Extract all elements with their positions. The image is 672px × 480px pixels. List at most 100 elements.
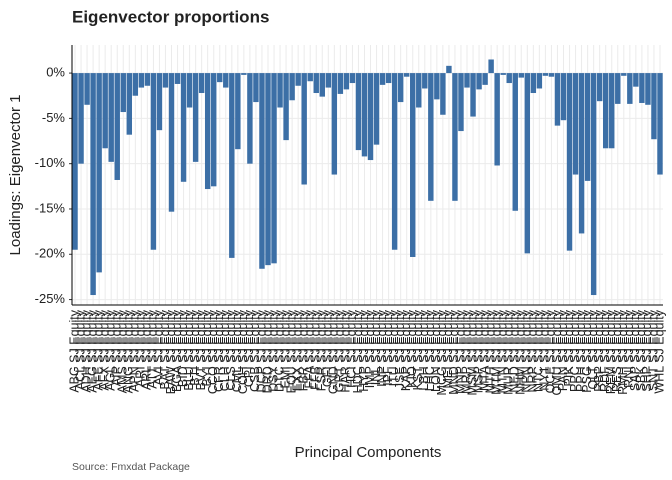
bar: [319, 73, 325, 97]
bar: [361, 73, 368, 157]
x-tick-label: IPF SJ Equity: [381, 309, 395, 385]
bar: [90, 73, 96, 296]
x-tick-label: RNI SJ Equity: [622, 309, 636, 388]
bar: [307, 73, 313, 82]
x-tick-label: BAW SJ Equity: [164, 309, 178, 394]
x-tick-label: EXX SJ Equity: [290, 309, 304, 391]
bar: [506, 73, 512, 84]
bar: [428, 73, 434, 201]
caption: Source: Fmxdat Package: [72, 461, 190, 473]
x-tick-label: AIP SJ Equity: [110, 309, 124, 386]
bar: [271, 73, 277, 264]
x-tick-label: RDF SJ Equity: [598, 309, 612, 392]
x-tick-label: NY1 SJ Equity: [538, 309, 552, 390]
x-tick-label: CCO SJ Equity: [206, 309, 220, 394]
x-tick-label: APN SJ Equity: [128, 309, 142, 392]
x-tick-label: BTI SJ Equity: [188, 309, 202, 385]
bar: [609, 73, 615, 149]
x-tick-label: FFB SJ Equity: [309, 309, 323, 390]
bar: [639, 73, 645, 103]
x-tick-label: CLH SJ Equity: [218, 309, 232, 391]
bar: [241, 73, 247, 75]
y-tick-label: -15%: [35, 200, 66, 215]
x-tick-label: GFI SJ Equity: [321, 309, 335, 387]
bar: [651, 73, 657, 140]
bar: [403, 73, 410, 77]
bar: [373, 73, 380, 145]
x-tick-label: AMS SJ Equity: [116, 309, 130, 393]
x-tick-label: NHM SJ Equity: [514, 309, 528, 394]
x-tick-label: NRP SJ Equity: [526, 309, 540, 392]
x-tick-label: MSP SJ Equity: [471, 309, 485, 393]
x-tick-label: BAT SJ Equity: [158, 309, 172, 389]
bar: [168, 73, 175, 212]
bar: [162, 73, 169, 88]
x-tick-label: MCG SJ Equity: [435, 309, 449, 395]
bar: [84, 73, 90, 105]
bar: [536, 73, 543, 89]
x-tick-label: IMP SJ Equity: [363, 309, 377, 388]
bar: [379, 73, 386, 85]
x-tick-label: MTH SJ Equity: [483, 309, 497, 393]
x-tick-label: KST SJ Equity: [411, 309, 425, 390]
x-tick-label: DRD SJ Equity: [260, 309, 274, 393]
y-tick-label: -20%: [35, 246, 66, 261]
x-tick-label: PPH SJ Equity: [574, 309, 588, 392]
x-tick-label: PAN SJ Equity: [556, 309, 570, 391]
bar: [615, 73, 621, 104]
x-tick-label: MTM SJ Equity: [489, 309, 503, 394]
x-tick-label: KAP SJ Equity: [399, 309, 413, 391]
x-tick-label: SNT SJ Equity: [646, 309, 660, 391]
bar: [645, 73, 651, 105]
x-tick-label: CML SJ Equity: [230, 309, 244, 392]
x-tick-label: PSG SJ Equity: [580, 309, 594, 392]
bar: [512, 73, 518, 211]
x-tick-label: MNP SJ Equity: [453, 309, 467, 394]
bar: [434, 73, 440, 100]
bar: [391, 73, 398, 250]
bar: [530, 73, 537, 94]
x-tick-label: MUR SJ Equity: [502, 309, 516, 394]
bar: [566, 73, 573, 251]
x-tick-label: FFA SJ Equity: [303, 309, 317, 388]
bar: [657, 73, 663, 175]
bar: [120, 73, 126, 113]
y-tick-label: 0%: [46, 65, 65, 80]
bar: [277, 73, 283, 108]
x-tick-label: OMU SJ Equity: [550, 309, 564, 395]
x-tick-label: CSB SJ Equity: [248, 309, 262, 392]
x-tick-label: FBR SJ Equity: [296, 309, 310, 391]
x-tick-label: ACL SJ Equity: [73, 309, 87, 390]
x-tick-label: CLS SJ Equity: [224, 309, 238, 390]
bar: [633, 73, 639, 87]
bar: [144, 73, 151, 86]
bar: [283, 73, 289, 141]
x-tick-label: CPI SJ Equity: [242, 309, 256, 387]
bar: [488, 59, 494, 74]
bar: [452, 73, 458, 201]
bar: [422, 73, 428, 89]
bar: [253, 73, 259, 103]
bar: [440, 73, 446, 115]
bar: [192, 73, 199, 162]
bar: [542, 73, 549, 76]
bar: [464, 73, 470, 88]
bar: [174, 73, 181, 84]
x-tick-label: ITU SJ Equity: [387, 309, 401, 386]
bar: [235, 73, 241, 150]
x-tick-label: MRP SJ Equity: [459, 309, 473, 394]
x-tick-label: PIK SJ Equity: [562, 309, 576, 386]
x-tick-label: COH SJ Equity: [236, 309, 250, 394]
x-tick-label: MEI SJ Equity: [441, 309, 455, 388]
bar: [524, 73, 531, 254]
x-tick-label: AFX SJ Equity: [97, 309, 111, 390]
bar: [458, 73, 464, 132]
x-tick-label: EQU SJ Equity: [284, 309, 298, 393]
bar: [367, 73, 374, 161]
bar: [397, 73, 404, 103]
x-tick-label: LHC SJ Equity: [423, 309, 437, 391]
x-tick-label: DSY SJ Equity: [266, 309, 280, 392]
x-tick-label: AEG SJ Equity: [85, 309, 99, 392]
bar: [108, 73, 114, 162]
